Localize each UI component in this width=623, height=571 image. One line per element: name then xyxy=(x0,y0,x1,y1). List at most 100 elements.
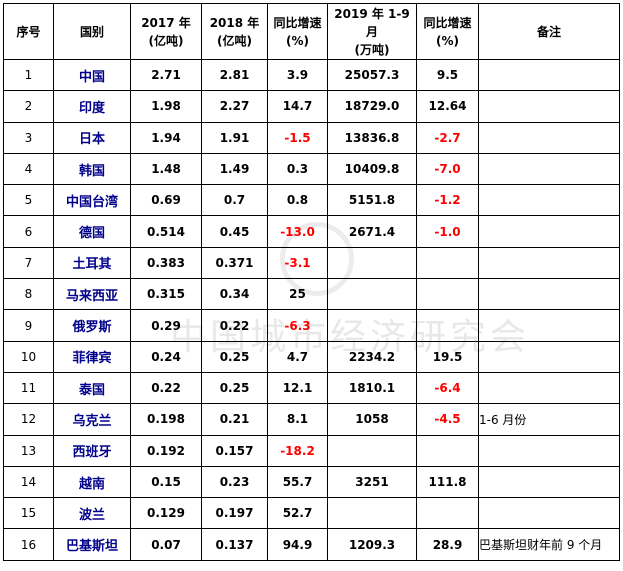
header-country: 国别 xyxy=(53,3,131,60)
cell-2017: 0.315 xyxy=(130,278,202,311)
cell-note xyxy=(478,215,620,248)
cell-growth-1: 3.9 xyxy=(267,58,328,92)
cell-growth-2: -4.5 xyxy=(416,403,479,436)
cell-country: 波兰 xyxy=(53,497,131,530)
table-row: 8 马来西亚 0.315 0.34 25 xyxy=(3,278,620,311)
table-row: 9 俄罗斯 0.29 0.22 -6.3 xyxy=(3,309,620,342)
cell-2019: 1810.1 xyxy=(327,371,417,405)
cell-note xyxy=(478,152,620,186)
table-row: 13 西班牙 0.192 0.157 -18.2 xyxy=(3,434,620,467)
cell-country: 越南 xyxy=(53,465,131,499)
cell-note xyxy=(478,246,620,280)
cell-2019: 5151.8 xyxy=(327,184,417,217)
header-2019: 2019 年 1-9 月 (万吨) xyxy=(327,3,417,60)
cell-no: 13 xyxy=(3,434,54,467)
cell-note xyxy=(478,465,620,499)
cell-2019 xyxy=(327,246,417,280)
cell-country: 泰国 xyxy=(53,371,131,405)
cell-2017: 1.94 xyxy=(130,121,202,154)
cell-note: 巴基斯坦财年前 9 个月 xyxy=(478,528,620,561)
cell-country: 土耳其 xyxy=(53,246,131,280)
cell-note xyxy=(478,309,620,342)
cell-2018: 0.25 xyxy=(201,340,268,373)
cell-growth-2: -7.0 xyxy=(416,152,479,186)
cell-2017: 0.192 xyxy=(130,434,202,467)
cell-2018: 1.91 xyxy=(201,121,268,154)
cell-2017: 0.69 xyxy=(130,184,202,217)
header-2017: 2017 年 (亿吨) xyxy=(130,3,202,60)
header-2018: 2018 年 (亿吨) xyxy=(201,3,268,60)
cell-no: 11 xyxy=(3,371,54,405)
cell-2018: 2.27 xyxy=(201,90,268,123)
cell-2018: 0.371 xyxy=(201,246,268,280)
cell-2018: 1.49 xyxy=(201,152,268,186)
coal-consumption-table: 序号 国别 2017 年 (亿吨) 2018 年 (亿吨) 同比增速 (%) 2019… xyxy=(3,3,620,561)
cell-no: 8 xyxy=(3,278,54,311)
cell-2018: 0.7 xyxy=(201,184,268,217)
cell-no: 12 xyxy=(3,403,54,436)
cell-2017: 0.198 xyxy=(130,403,202,436)
header-growth-1: 同比增速 (%) xyxy=(267,3,328,60)
cell-no: 5 xyxy=(3,184,54,217)
table-row: 5 中国台湾 0.69 0.7 0.8 5151.8 -1.2 xyxy=(3,184,620,217)
cell-2019: 2671.4 xyxy=(327,215,417,248)
cell-note xyxy=(478,278,620,311)
table-row: 14 越南 0.15 0.23 55.7 3251 111.8 xyxy=(3,465,620,499)
cell-growth-2: 28.9 xyxy=(416,528,479,561)
cell-2017: 0.22 xyxy=(130,371,202,405)
cell-2019: 10409.8 xyxy=(327,152,417,186)
cell-note: 1-6 月份 xyxy=(478,403,620,436)
cell-note xyxy=(478,434,620,467)
table-row: 16 巴基斯坦 0.07 0.137 94.9 1209.3 28.9 巴基斯坦财年前 9 个… xyxy=(3,528,620,561)
cell-note xyxy=(478,58,620,92)
cell-2018: 0.157 xyxy=(201,434,268,467)
cell-growth-1: 55.7 xyxy=(267,465,328,499)
cell-2018: 0.137 xyxy=(201,528,268,561)
cell-country: 德国 xyxy=(53,215,131,248)
cell-note xyxy=(478,371,620,405)
cell-2019 xyxy=(327,309,417,342)
table-row: 15 波兰 0.129 0.197 52.7 xyxy=(3,497,620,530)
cell-growth-1: 0.8 xyxy=(267,184,328,217)
cell-growth-1: 14.7 xyxy=(267,90,328,123)
cell-growth-2: -1.2 xyxy=(416,184,479,217)
cell-country: 西班牙 xyxy=(53,434,131,467)
cell-2019 xyxy=(327,278,417,311)
cell-growth-2: -1.0 xyxy=(416,215,479,248)
header-note: 备注 xyxy=(478,3,620,60)
cell-note xyxy=(478,497,620,530)
table-row: 12 乌克兰 0.198 0.21 8.1 1058 -4.5 1-6 月份 xyxy=(3,403,620,436)
cell-growth-2: 19.5 xyxy=(416,340,479,373)
cell-country: 中国台湾 xyxy=(53,184,131,217)
cell-2019: 25057.3 xyxy=(327,58,417,92)
cell-growth-2: 9.5 xyxy=(416,58,479,92)
table-row: 4 韩国 1.48 1.49 0.3 10409.8 -7.0 xyxy=(3,152,620,186)
cell-growth-2 xyxy=(416,278,479,311)
cell-no: 7 xyxy=(3,246,54,280)
cell-no: 16 xyxy=(3,528,54,561)
cell-growth-2 xyxy=(416,309,479,342)
cell-2019 xyxy=(327,497,417,530)
cell-2019: 3251 xyxy=(327,465,417,499)
cell-growth-1: -18.2 xyxy=(267,434,328,467)
cell-no: 4 xyxy=(3,152,54,186)
cell-no: 6 xyxy=(3,215,54,248)
cell-country: 马来西亚 xyxy=(53,278,131,311)
cell-growth-1: 25 xyxy=(267,278,328,311)
cell-2019: 18729.0 xyxy=(327,90,417,123)
table-row: 11 泰国 0.22 0.25 12.1 1810.1 -6.4 xyxy=(3,371,620,405)
cell-2017: 0.15 xyxy=(130,465,202,499)
cell-2018: 0.22 xyxy=(201,309,268,342)
cell-growth-2 xyxy=(416,434,479,467)
cell-country: 中国 xyxy=(53,58,131,92)
cell-2017: 0.29 xyxy=(130,309,202,342)
table-row: 2 印度 1.98 2.27 14.7 18729.0 12.64 xyxy=(3,90,620,123)
header-growth-2: 同比增速 (%) xyxy=(416,3,479,60)
cell-no: 10 xyxy=(3,340,54,373)
cell-country: 俄罗斯 xyxy=(53,309,131,342)
header-no: 序号 xyxy=(3,3,54,60)
cell-growth-1: -3.1 xyxy=(267,246,328,280)
cell-country: 韩国 xyxy=(53,152,131,186)
cell-no: 14 xyxy=(3,465,54,499)
cell-no: 15 xyxy=(3,497,54,530)
